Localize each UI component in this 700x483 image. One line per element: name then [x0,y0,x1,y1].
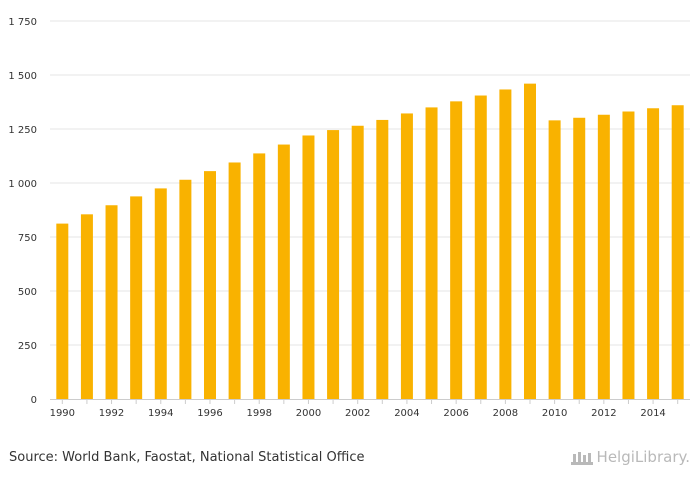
bar-2000 [302,135,315,400]
bar-2006 [450,101,463,400]
x-tick-label: 1992 [99,408,124,419]
bar-2007 [474,95,487,400]
bar-1995 [179,179,192,399]
x-tick-label: 1990 [50,408,75,419]
bar-1991 [80,214,93,399]
bar-2013 [622,111,635,399]
bar-2010 [548,120,561,400]
bar-1996 [204,171,216,399]
bar-2008 [499,89,512,400]
bar-2001 [327,130,340,399]
x-tick-label: 2012 [591,408,616,419]
bar-2002 [351,125,364,399]
y-tick-label: 500 [18,287,37,298]
bar-2015 [671,105,684,400]
y-tick-label: 1 500 [8,71,37,82]
bar-2011 [573,117,586,399]
bar-1997 [228,162,241,399]
bar-2005 [425,107,438,400]
x-tick-label: 2000 [296,408,321,419]
bar-2003 [376,119,389,399]
source-note: Source: World Bank, Faostat, National St… [9,450,365,465]
bar-1994 [154,188,167,399]
x-tick-label: 1996 [197,408,222,419]
bar-1993 [130,196,143,399]
x-tick-label: 1994 [148,408,173,419]
y-tick-label: 1 750 [8,17,37,28]
y-tick-label: 0 [31,395,37,406]
x-tick-label: 2006 [443,408,468,419]
y-tick-label: 250 [18,341,37,352]
library-building-icon [570,452,593,465]
x-tick-label: 2010 [542,408,567,419]
bar-2014 [647,108,660,399]
y-tick-label: 1 000 [8,179,37,190]
x-tick-label: 2002 [345,408,370,419]
bar-1999 [277,144,290,399]
bar-2009 [524,83,536,399]
x-tick-label: 2014 [640,408,665,419]
x-tick-label: 2008 [493,408,518,419]
bar-2004 [400,113,413,399]
y-tick-label: 750 [18,233,37,244]
bar-1990 [56,223,69,399]
x-axis-ticks: 1990 1992 1994 1996 1998 2000 2002 2004 2006 2008… [50,399,679,419]
helgi-library-logo: HelgiLibrary. [570,448,690,466]
brand-text: HelgiLibrary. [596,448,690,466]
x-tick-label: 2004 [394,408,419,419]
bars [56,83,684,400]
gridlines [50,20,690,346]
bar-1998 [253,153,266,399]
y-tick-label: 1 250 [8,125,37,136]
y-axis-ticks: 0 250 500 750 1 000 1 250 1 500 1 750 [8,17,37,406]
bar-1992 [105,205,118,399]
x-tick-label: 1998 [247,408,272,419]
bar-2012 [597,114,610,399]
